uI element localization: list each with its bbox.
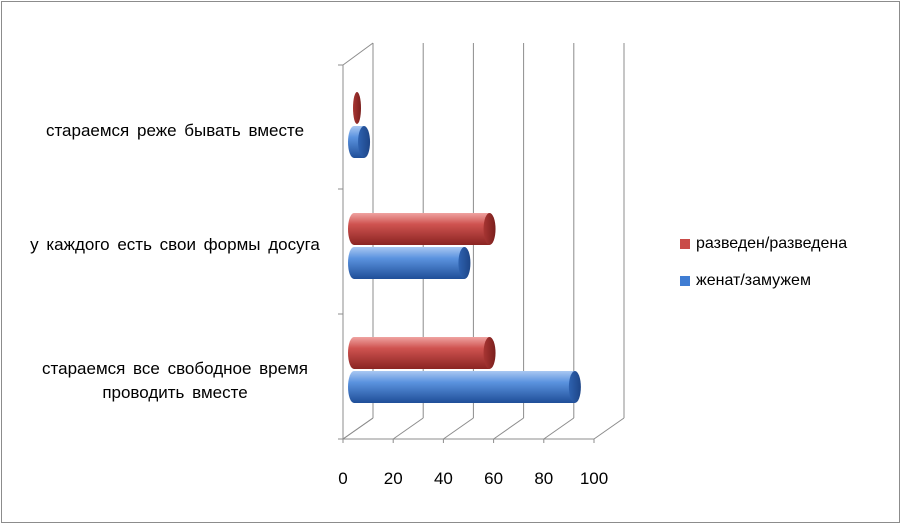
legend-label-divorced: разведен/разведена [696, 235, 848, 252]
bar-married-cat3 [348, 126, 371, 158]
bar-end-cap [458, 247, 471, 279]
category-label-1: стараемся все свободное время проводить … [42, 359, 308, 402]
bar-end-cap [568, 371, 581, 403]
floor-gridline-80 [543, 417, 575, 440]
floor-gridline-0 [342, 417, 374, 440]
legend-item-divorced: разведен/разведена [680, 232, 847, 256]
x-tick-label-80: 80 [534, 469, 553, 488]
legend-label-married: женат/замужем [696, 272, 811, 289]
floor-gridline-60 [493, 417, 524, 440]
x-tick-label-20: 20 [384, 469, 403, 488]
bar-end-cap [483, 213, 496, 245]
x-tick-label-0: 0 [338, 469, 347, 488]
category-label-2: у каждого есть свои формы досуга [30, 235, 320, 254]
bar-married-cat1 [348, 371, 581, 403]
legend-swatch-married [680, 276, 690, 286]
bar-end-cap [353, 92, 361, 124]
category-label-3: стараемся реже бывать вместе [45, 121, 305, 140]
x-tick-label-60: 60 [484, 469, 503, 488]
bar-start-cap [348, 371, 360, 403]
bar-start-cap [348, 126, 360, 158]
side-wall-top-edge [342, 42, 374, 66]
bar-body [354, 213, 490, 245]
bar-body [354, 337, 490, 369]
floor-gridline-40 [443, 417, 474, 440]
bar-divorced-cat3 [353, 92, 361, 124]
bar-divorced-cat1 [348, 337, 496, 369]
bar-start-cap [348, 247, 360, 279]
bar-divorced-cat2 [348, 213, 496, 245]
floor-gridline-100 [593, 417, 625, 440]
bar-married-cat2 [348, 247, 471, 279]
bar-end-cap [358, 126, 371, 158]
legend-swatch-divorced [680, 239, 690, 249]
legend: разведен/разведена женат/замужем [680, 232, 847, 306]
bar-start-cap [348, 337, 360, 369]
legend-item-married: женат/замужем [680, 269, 847, 293]
floor-gridline-20 [392, 417, 424, 440]
bar-start-cap [348, 213, 360, 245]
bar-body [354, 247, 465, 279]
bar-end-cap [483, 337, 496, 369]
bar-body [354, 371, 575, 403]
x-tick-label-40: 40 [434, 469, 453, 488]
x-tick-label-100: 100 [580, 469, 608, 488]
